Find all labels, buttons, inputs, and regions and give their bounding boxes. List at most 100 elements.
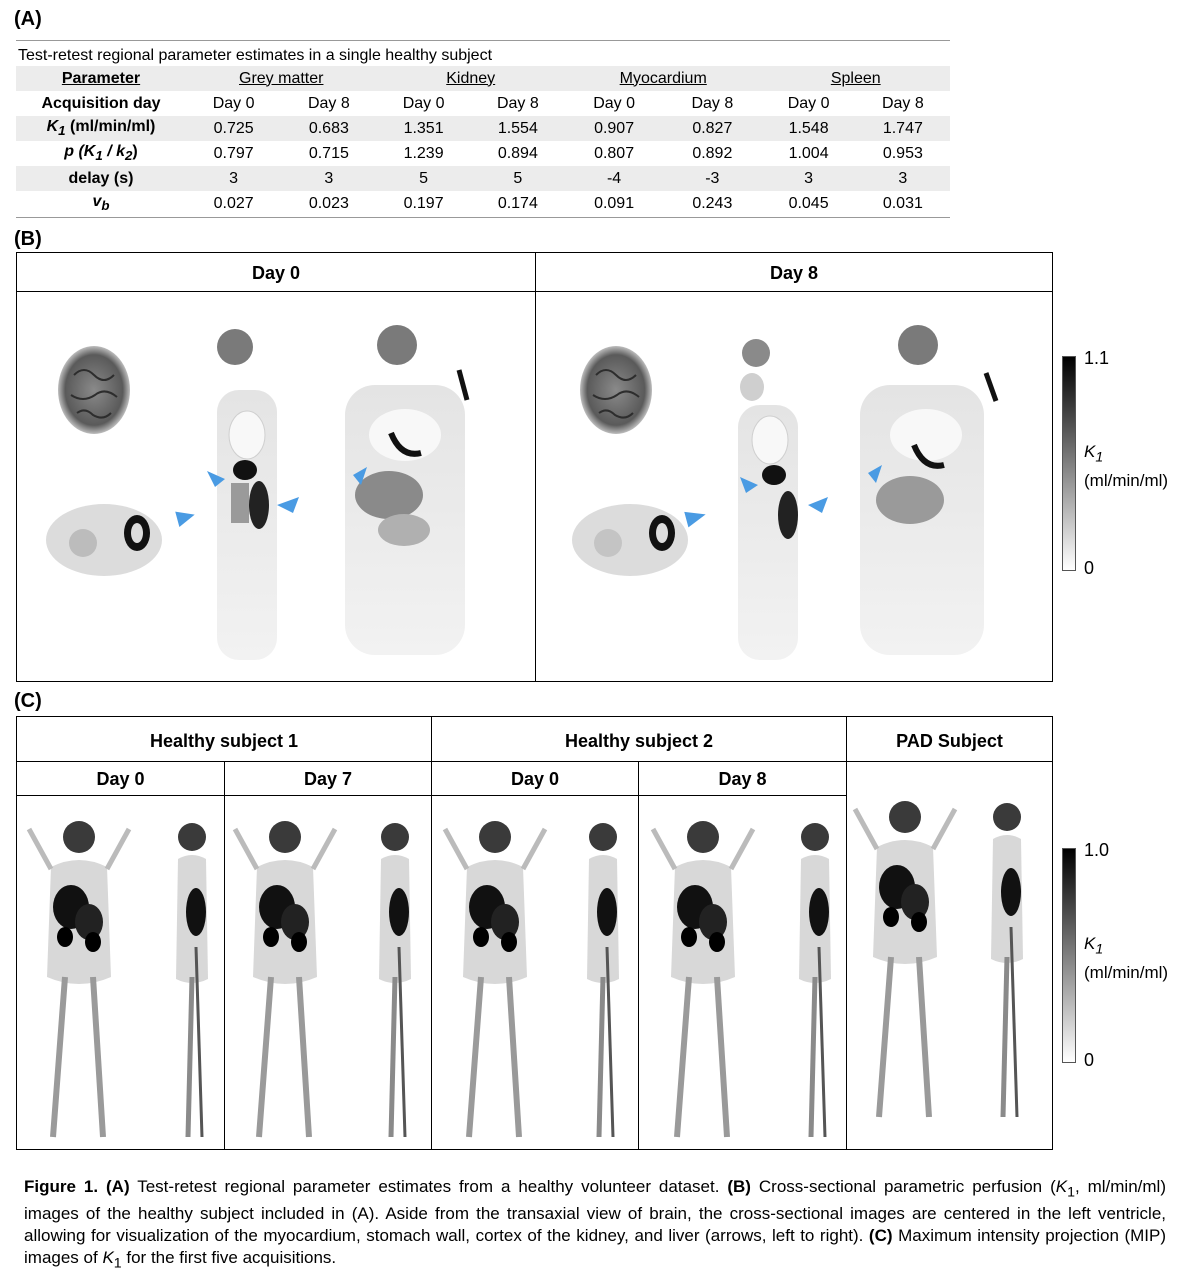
table-cell: 0.894 — [497, 144, 538, 162]
row-label: vb — [92, 193, 110, 214]
arrow-marker-kidney — [277, 497, 299, 513]
table-cell: 0.797 — [213, 144, 254, 162]
sagittal-slice — [345, 325, 470, 655]
panel-b-header-rule — [17, 291, 1052, 292]
panel-c-divider — [224, 761, 225, 1149]
panel-c-mip-images — [17, 797, 1052, 1149]
colorbar-c-max: 1.0 — [1084, 840, 1110, 860]
table-cell: Day 0 — [787, 94, 830, 112]
table-cell: 1.351 — [376, 116, 471, 141]
day-header: Day 0 — [96, 769, 145, 789]
day-header: Day 0 — [510, 769, 560, 789]
colorbar-c — [1062, 848, 1076, 1063]
mip-healthy-2-day-8 — [653, 821, 831, 1137]
mip-pad-subject — [855, 801, 1023, 1117]
table-cell: 3 — [855, 166, 950, 191]
figure-caption: Figure 1. (A) Test-retest regional param… — [24, 1177, 1166, 1272]
group-header-healthy-1: Healthy subject 1 — [149, 731, 299, 751]
table-cell: 0.683 — [281, 116, 377, 141]
table-cell: 3 — [186, 166, 282, 191]
table-cell: 0.045 — [788, 194, 829, 212]
table-cell: 0.091 — [594, 194, 635, 212]
panel-b-divider — [535, 253, 536, 681]
panel-c-label: (C) — [14, 690, 42, 712]
brain-axial-slice — [580, 346, 652, 434]
parameter-table: Parameter Grey matter Kidney Myocardium … — [16, 66, 950, 216]
table-bottom-rule — [16, 217, 950, 218]
coronal-slice — [738, 339, 798, 660]
table-cell: 3 — [761, 166, 856, 191]
day-header: Day 7 — [303, 769, 353, 789]
brain-axial-slice — [58, 346, 130, 434]
table-cell: 0.953 — [882, 144, 923, 162]
table-cell: Day 8 — [691, 94, 734, 112]
row-label: delay (s) — [16, 166, 186, 191]
table-cell: 1.747 — [855, 116, 950, 141]
coronal-slice — [217, 329, 277, 660]
sagittal-slice — [860, 325, 999, 655]
day-header: Day 8 — [718, 769, 767, 789]
colorbar-b-label: K1 (ml/min/ml) — [1084, 442, 1169, 491]
abdomen-axial-slice — [572, 504, 688, 576]
table-header-row: Parameter Grey matter Kidney Myocardium … — [16, 66, 950, 91]
panel-b-frame: Day 0 Day 8 — [16, 252, 1053, 682]
mip-healthy-1-day-7 — [235, 821, 411, 1137]
table-cell: 0.827 — [663, 116, 762, 141]
panel-c-frame: Healthy subject 1 Healthy subject 2 PAD … — [16, 716, 1053, 1150]
panel-b-day8-images — [572, 325, 999, 660]
table-cell: 0.023 — [308, 194, 349, 212]
table-cell: 5 — [376, 166, 471, 191]
region-header-spleen: Spleen — [761, 66, 950, 91]
table-cell: 0.197 — [403, 194, 444, 212]
panel-b-day0-images — [46, 325, 470, 660]
mip-healthy-1-day-0 — [29, 821, 208, 1137]
table-cell: 1.554 — [470, 116, 565, 141]
table-cell: 3 — [281, 166, 377, 191]
colorbar-c-label: K1 (ml/min/ml) — [1084, 934, 1169, 983]
table-cell: 0.243 — [692, 194, 733, 212]
arrow-marker-liver — [353, 467, 367, 485]
table-cell: Day 8 — [307, 94, 350, 112]
table-cell: 0.725 — [186, 116, 282, 141]
table-cell: 1.548 — [761, 116, 856, 141]
arrow-marker-stomach — [207, 471, 225, 487]
table-cell: 1.239 — [403, 144, 444, 162]
parameter-header: Parameter — [16, 66, 186, 91]
region-header-grey-matter: Grey matter — [186, 66, 377, 91]
table-top-rule — [16, 40, 950, 41]
row-label: K1 (ml/min/ml) — [16, 116, 186, 141]
panel-b-day8-header: Day 8 — [769, 263, 819, 283]
arrow-marker-stomach — [740, 477, 758, 493]
table-cell: 0.807 — [594, 144, 635, 162]
table-cell: 0.027 — [213, 194, 254, 212]
panel-c-divider — [638, 761, 639, 1149]
arrow-marker-kidney — [808, 497, 828, 513]
panel-b-label: (B) — [14, 228, 42, 250]
table-cell: 1.004 — [788, 144, 829, 162]
table-cell: 0.892 — [692, 144, 733, 162]
abdomen-axial-slice — [46, 504, 162, 576]
table-cell: 5 — [470, 166, 565, 191]
arrow-marker-myocardium — [684, 511, 706, 528]
table-cell: 0.907 — [564, 116, 664, 141]
group-header-pad: PAD Subject — [896, 731, 1003, 751]
row-label: p (K1 / k2) — [64, 143, 138, 164]
arrow-marker-liver — [868, 465, 882, 483]
table-title: Test-retest regional parameter estimates… — [18, 47, 493, 64]
colorbar-b-max: 1.1 — [1084, 348, 1110, 368]
table-cell: 0.031 — [882, 194, 923, 212]
region-header-myocardium: Myocardium — [564, 66, 762, 91]
panel-c-group-rule — [17, 761, 1052, 762]
panel-c-divider — [846, 717, 847, 1149]
panel-c-divider — [431, 717, 432, 1149]
colorbar-c-min: 0 — [1084, 1050, 1095, 1070]
table-row: p (K1 / k2) 0.797 0.715 1.239 0.894 0.80… — [16, 141, 950, 166]
colorbar-b-min: 0 — [1084, 558, 1095, 578]
table-row: delay (s) 3 3 5 5 -4 -3 3 3 — [16, 166, 950, 191]
table-cell: Day 8 — [496, 94, 539, 112]
group-header-healthy-2: Healthy subject 2 — [564, 731, 714, 751]
table-cell: Day 0 — [212, 94, 255, 112]
table-cell: -3 — [663, 166, 762, 191]
table-cell: Day 8 — [881, 94, 924, 112]
panel-b-day0-header: Day 0 — [251, 263, 301, 283]
